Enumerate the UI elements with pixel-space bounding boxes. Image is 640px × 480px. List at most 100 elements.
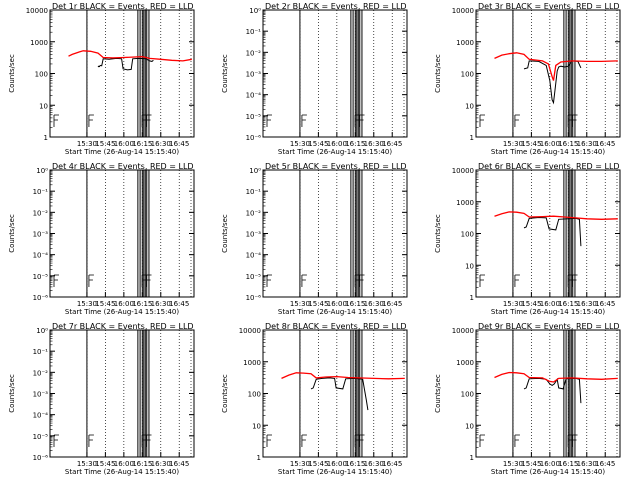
x-tick-label: 15:30 [77, 300, 97, 308]
x-tick-label: 16:30 [151, 460, 171, 468]
y-tick-label: 10⁻¹ [33, 188, 49, 196]
y-tick-label: 10 [252, 422, 261, 430]
y-tick-label: 10 [39, 102, 48, 110]
panel-title: Det 6r BLACK = Events, RED = LLD [478, 162, 620, 171]
x-tick-label: 15:30 [503, 300, 523, 308]
x-tick-label: 16:45 [595, 460, 615, 468]
y-axis-label: Counts/sec [8, 214, 16, 253]
flag-marker [479, 114, 485, 127]
y-tick-label: 1000 [30, 39, 48, 47]
series-events-line [97, 57, 154, 71]
x-tick-label: 15:30 [290, 300, 310, 308]
x-tick-label: 15:45 [308, 300, 328, 308]
x-tick-label: 16:15 [558, 300, 578, 308]
flag-marker [88, 434, 94, 447]
x-tick-label: 16:00 [540, 460, 560, 468]
y-axis-label: Counts/sec [221, 374, 229, 413]
x-tick-label: 16:45 [382, 300, 402, 308]
y-tick-label: 100 [461, 391, 474, 399]
flag-marker [146, 274, 152, 287]
y-tick-label: 1 [44, 134, 48, 142]
series-events-line [523, 60, 582, 105]
panel-title: Det 1r BLACK = Events, RED = LLD [52, 2, 194, 11]
series-lld-line [494, 52, 618, 81]
x-tick-label: 16:45 [595, 300, 615, 308]
x-tick-label: 15:45 [308, 140, 328, 148]
y-tick-label: 10⁻¹ [246, 28, 262, 36]
x-tick-label: 16:30 [364, 140, 384, 148]
x-tick-label: 16:00 [114, 140, 134, 148]
x-tick-label: 16:30 [577, 140, 597, 148]
x-tick-label: 15:45 [521, 460, 541, 468]
x-axis-label: Start Time (26-Aug-14 15:15:40) [278, 468, 392, 476]
flag-marker [301, 434, 307, 447]
x-tick-label: 16:00 [540, 140, 560, 148]
x-tick-label: 16:00 [327, 460, 347, 468]
x-axis-label: Start Time (26-Aug-14 15:15:40) [65, 148, 179, 156]
flag-marker [514, 114, 520, 127]
x-tick-label: 15:45 [308, 460, 328, 468]
y-tick-label: 10⁻⁴ [246, 252, 262, 260]
flag-marker [479, 434, 485, 447]
panel-det-6: Det 6r BLACK = Events, RED = LLD Counts/s… [434, 162, 621, 316]
y-tick-label: 10⁻² [33, 369, 49, 377]
y-tick-label: 10 [465, 262, 474, 270]
x-axis-label: Start Time (26-Aug-14 15:15:40) [491, 468, 605, 476]
panel-title: Det 4r BLACK = Events, RED = LLD [52, 162, 194, 171]
y-tick-label: 10⁻² [33, 209, 49, 217]
flag-marker [359, 274, 365, 287]
series-lld-line [68, 50, 192, 62]
x-tick-label: 15:30 [503, 460, 523, 468]
x-tick-label: 15:45 [95, 140, 115, 148]
x-tick-label: 15:30 [503, 140, 523, 148]
y-tick-label: 1 [470, 134, 474, 142]
x-tick-label: 15:30 [77, 460, 97, 468]
y-tick-label: 100 [35, 71, 48, 79]
y-tick-label: 10⁰ [36, 167, 48, 175]
y-tick-label: 10⁻⁴ [33, 412, 49, 420]
x-tick-label: 16:15 [132, 140, 152, 148]
y-tick-label: 10⁻⁵ [33, 273, 49, 281]
plot-frame [475, 329, 621, 458]
y-tick-label: 10⁰ [249, 7, 261, 15]
x-tick-label: 16:45 [382, 460, 402, 468]
series-lld-line [494, 371, 618, 383]
panel-title: Det 3r BLACK = Events, RED = LLD [478, 2, 620, 11]
flag-marker [359, 114, 365, 127]
flag-marker [572, 114, 578, 127]
plot-frame [49, 169, 195, 298]
x-axis-label: Start Time (26-Aug-14 15:15:40) [65, 308, 179, 316]
y-tick-label: 10⁻³ [246, 71, 262, 79]
y-tick-label: 1000 [456, 359, 474, 367]
x-tick-label: 16:30 [577, 300, 597, 308]
flag-marker [479, 274, 485, 287]
x-tick-label: 16:00 [327, 300, 347, 308]
y-axis-label: Counts/sec [434, 374, 442, 413]
y-axis-label: Counts/sec [434, 54, 442, 93]
y-tick-label: 1000 [243, 359, 261, 367]
x-tick-label: 16:15 [345, 300, 365, 308]
flag-marker [301, 114, 307, 127]
x-tick-label: 15:45 [95, 300, 115, 308]
x-tick-label: 16:15 [345, 460, 365, 468]
y-tick-label: 10⁻⁶ [246, 134, 262, 142]
x-tick-label: 16:45 [382, 140, 402, 148]
y-tick-label: 10⁻⁵ [33, 433, 49, 441]
y-tick-label: 10⁻⁴ [246, 92, 262, 100]
series-lld-line [494, 211, 618, 220]
flag-marker [514, 434, 520, 447]
panel-det-9: Det 9r BLACK = Events, RED = LLD Counts/s… [434, 322, 621, 476]
y-tick-label: 10 [465, 422, 474, 430]
x-tick-label: 15:45 [95, 460, 115, 468]
x-tick-label: 15:45 [521, 300, 541, 308]
y-axis-label: Counts/sec [221, 214, 229, 253]
flag-marker [53, 274, 59, 287]
x-tick-label: 16:30 [151, 140, 171, 148]
y-tick-label: 1000 [456, 39, 474, 47]
y-tick-label: 1000 [456, 199, 474, 207]
y-tick-label: 10⁻³ [33, 391, 49, 399]
x-tick-label: 16:30 [577, 460, 597, 468]
x-axis-label: Start Time (26-Aug-14 15:15:40) [278, 308, 392, 316]
y-tick-label: 10 [465, 102, 474, 110]
